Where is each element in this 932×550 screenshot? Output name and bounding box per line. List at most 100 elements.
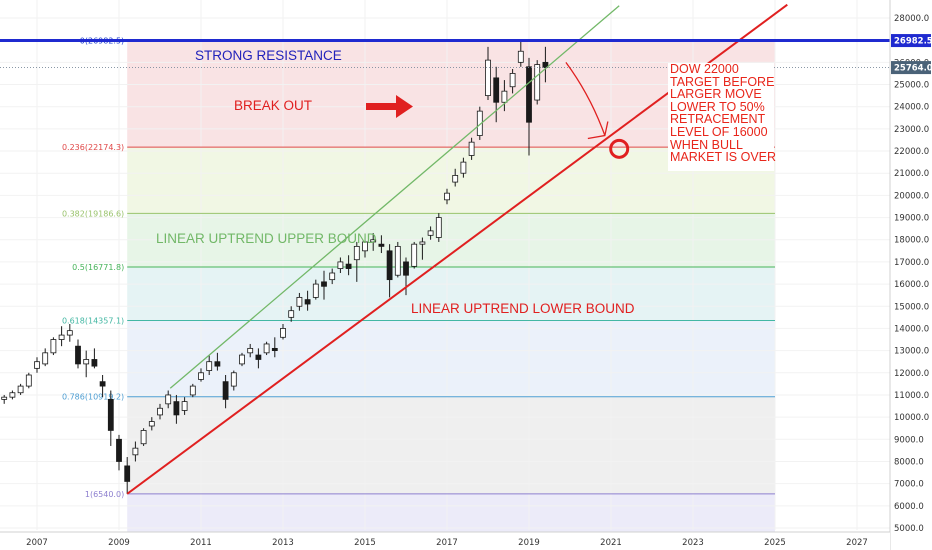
price-tick-label: 13000.0 bbox=[894, 347, 929, 357]
candle-body bbox=[91, 359, 98, 367]
price-tick-label: 22000.0 bbox=[894, 147, 929, 157]
price-tick-label: 23000.0 bbox=[894, 125, 929, 135]
candle-body bbox=[353, 245, 360, 261]
upper-bound-trendline bbox=[169, 5, 620, 389]
candle-body bbox=[476, 110, 483, 136]
note-line: LARGER MOVE bbox=[670, 87, 762, 102]
candle-body bbox=[25, 374, 32, 387]
candle-body bbox=[337, 261, 344, 269]
price-tick-label: 10000.0 bbox=[894, 413, 929, 423]
candle-body bbox=[157, 407, 163, 416]
note-box: DOW 22000 TARGET BEFORE LARGER MOVE LOWE… bbox=[668, 62, 776, 171]
note-line: TARGET BEFORE bbox=[670, 74, 775, 89]
candle-body bbox=[165, 394, 172, 405]
candle-body bbox=[1, 396, 8, 400]
candle-body bbox=[378, 243, 385, 247]
break-out-arrow-icon bbox=[366, 95, 413, 118]
price-tick-label: 28000.0 bbox=[894, 14, 929, 24]
time-tick-label: 2017 bbox=[436, 538, 458, 548]
time-tick-label: 2009 bbox=[108, 538, 130, 548]
note-line: WHEN BULL bbox=[670, 137, 743, 152]
fib-level-label: 1(6540.0) bbox=[85, 490, 124, 499]
price-tick-label: 16000.0 bbox=[894, 280, 929, 290]
candle-body bbox=[17, 385, 24, 394]
price-tag bbox=[891, 61, 931, 75]
price-tick-label: 14000.0 bbox=[894, 324, 929, 334]
target-circle-icon bbox=[609, 138, 630, 159]
fib-zone bbox=[127, 396, 775, 494]
fib-level-label: 0.382(19186.6) bbox=[62, 209, 124, 218]
candle-body bbox=[501, 90, 508, 103]
price-tick-label: 20000.0 bbox=[894, 191, 929, 201]
candle-body bbox=[403, 261, 409, 276]
note-line: DOW 22000 bbox=[670, 62, 739, 76]
price-tick-label: 17000.0 bbox=[894, 258, 929, 268]
time-tick-label: 2019 bbox=[518, 538, 540, 548]
candle-body bbox=[116, 438, 122, 462]
time-axis-background bbox=[0, 532, 890, 550]
candle-body bbox=[255, 354, 262, 360]
note-line: LEVEL OF 16000 bbox=[670, 124, 768, 139]
candle-body bbox=[239, 354, 245, 365]
fib-level-label: 0.236(22174.3) bbox=[62, 143, 124, 152]
candle-body bbox=[148, 421, 155, 427]
fib-level-label: 0.618(14357.1) bbox=[62, 317, 124, 326]
candle-body bbox=[198, 372, 204, 380]
candle-body bbox=[411, 243, 418, 267]
candle-body bbox=[34, 361, 40, 369]
price-tick-label: 19000.0 bbox=[894, 214, 929, 224]
time-tick-label: 2025 bbox=[764, 538, 786, 548]
fib-level-label: 0.5(16771.8) bbox=[72, 263, 124, 272]
candle-body bbox=[124, 465, 131, 482]
time-tick-label: 2013 bbox=[272, 538, 294, 548]
price-axis-background bbox=[890, 0, 932, 550]
candle-body bbox=[312, 283, 319, 298]
candle-body bbox=[189, 385, 196, 396]
candle-body bbox=[460, 161, 467, 174]
candle-body bbox=[173, 401, 180, 416]
candle-body bbox=[50, 339, 57, 354]
candle-body bbox=[419, 241, 426, 245]
time-tick-label: 2023 bbox=[682, 538, 704, 548]
price-tick-label: 11000.0 bbox=[894, 391, 929, 401]
candle-body bbox=[542, 61, 549, 68]
price-tick-label: 7000.0 bbox=[894, 480, 924, 490]
candle-body bbox=[304, 299, 311, 305]
candle-body bbox=[230, 372, 237, 387]
fib-zone bbox=[127, 266, 775, 321]
candle-body bbox=[329, 272, 336, 281]
candle-body bbox=[321, 281, 327, 287]
price-tick-label: 25000.0 bbox=[894, 81, 929, 91]
price-tick-label: 9000.0 bbox=[894, 435, 924, 445]
candle-body bbox=[206, 361, 213, 371]
fib-zone bbox=[127, 147, 775, 214]
candle-body bbox=[214, 361, 221, 367]
annotation-lower-bound: LINEAR UPTREND LOWER BOUND bbox=[411, 301, 635, 316]
candle-body bbox=[107, 398, 114, 431]
candle-body bbox=[452, 175, 459, 183]
time-tick-label: 2021 bbox=[600, 538, 622, 548]
candle-body bbox=[99, 381, 106, 387]
price-tick-label: 21000.0 bbox=[894, 169, 929, 179]
arrow-head-icon bbox=[587, 121, 609, 140]
time-axis: 2007 2009 2011 2013 2015 2017 2019 2021 2023 2025… bbox=[0, 531, 890, 550]
candle-body bbox=[280, 328, 286, 338]
price-tags: 26982.5 25764.0 bbox=[891, 34, 932, 75]
candle-body bbox=[427, 230, 434, 236]
annotation-upper-bound: LINEAR UPTREND UPPER BOUND bbox=[156, 231, 377, 246]
candle-body bbox=[468, 141, 475, 156]
time-tick-label: 2011 bbox=[190, 538, 212, 548]
candle-body bbox=[345, 263, 352, 269]
note-line: RETRACEMENT bbox=[670, 112, 766, 127]
candle-body bbox=[75, 345, 81, 365]
time-tick-label: 2027 bbox=[846, 538, 868, 548]
price-tick-label: 18000.0 bbox=[894, 236, 929, 246]
candle-body bbox=[493, 77, 500, 103]
candle-body bbox=[247, 347, 254, 354]
candle-body bbox=[66, 330, 73, 336]
candle-body bbox=[485, 59, 491, 97]
candle-body bbox=[132, 447, 139, 456]
time-tick-label: 2015 bbox=[354, 538, 376, 548]
candle-body bbox=[263, 343, 270, 354]
